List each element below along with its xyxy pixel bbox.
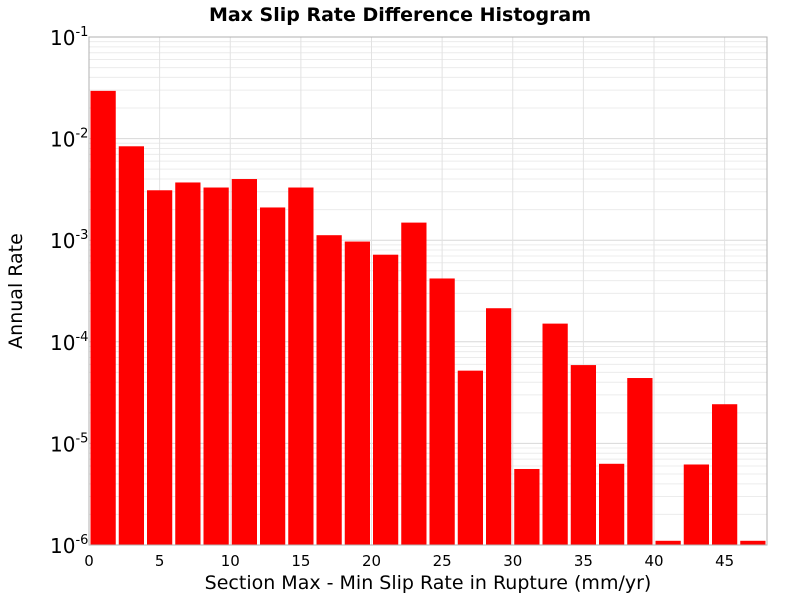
histogram-bar: [203, 187, 229, 545]
y-tick-label: 10-4: [50, 330, 88, 355]
y-tick-base: 10: [50, 229, 75, 253]
y-tick-label: 10-1: [50, 25, 88, 50]
y-tick-base: 10: [50, 534, 75, 558]
histogram-bar: [655, 540, 681, 545]
y-axis-label: Annual Rate: [5, 233, 27, 349]
histogram-bar: [118, 146, 144, 546]
histogram-bar: [429, 278, 455, 545]
chart-title: Max Slip Rate Difference Histogram: [209, 4, 591, 26]
y-tick-exponent: -6: [75, 533, 88, 548]
y-tick-label: 10-6: [50, 533, 88, 558]
histogram-bar: [316, 235, 342, 545]
plot-border: [88, 36, 768, 546]
y-tick-base: 10: [50, 26, 75, 50]
plot-area: [88, 36, 768, 546]
y-tick-base: 10: [50, 331, 75, 355]
x-tick-label: 10: [221, 552, 240, 570]
histogram-bar: [260, 207, 286, 545]
x-axis-label: Section Max - Min Slip Rate in Rupture (…: [205, 572, 652, 594]
histogram-bar: [712, 404, 738, 545]
histogram-bar: [401, 222, 427, 545]
x-tick-label: 45: [715, 552, 734, 570]
x-tick-label: 5: [155, 552, 165, 570]
y-tick-exponent: -1: [75, 25, 88, 40]
histogram-bar: [288, 187, 314, 545]
x-tick-label: 25: [433, 552, 452, 570]
x-tick-label: 35: [574, 552, 593, 570]
histogram-bar: [457, 370, 483, 545]
histogram-bar: [514, 468, 540, 545]
histogram-bar: [373, 254, 399, 546]
x-tick-label: 0: [84, 552, 94, 570]
histogram-bar: [627, 378, 653, 545]
histogram-bar: [344, 241, 370, 545]
histogram-bar: [542, 323, 568, 545]
histogram-bar: [740, 540, 766, 545]
y-tick-exponent: -2: [75, 127, 88, 142]
histogram-bar: [175, 182, 201, 545]
x-axis-ticks: 0 5 10 15 20 25 30 35 40 45: [84, 552, 734, 570]
histogram-bar: [683, 464, 709, 545]
y-tick-base: 10: [50, 432, 75, 456]
x-tick-label: 15: [291, 552, 310, 570]
y-axis-ticks: 10-110-210-310-410-510-6: [50, 25, 88, 558]
y-tick-label: 10-3: [50, 228, 88, 253]
x-tick-label: 20: [362, 552, 381, 570]
histogram-bar: [486, 308, 512, 545]
histogram-bars: [90, 90, 766, 546]
y-tick-exponent: -3: [75, 228, 88, 243]
histogram-bar: [231, 179, 257, 545]
y-tick-exponent: -4: [75, 330, 88, 345]
y-tick-label: 10-5: [50, 431, 88, 456]
histogram-bar: [147, 190, 173, 545]
x-tick-label: 40: [644, 552, 663, 570]
y-tick-base: 10: [50, 128, 75, 152]
histogram-bar: [570, 365, 596, 545]
x-tick-label: 30: [503, 552, 522, 570]
histogram-bar: [599, 463, 625, 545]
histogram-bar: [90, 90, 116, 545]
y-tick-label: 10-2: [50, 127, 88, 152]
y-tick-exponent: -5: [75, 431, 88, 446]
